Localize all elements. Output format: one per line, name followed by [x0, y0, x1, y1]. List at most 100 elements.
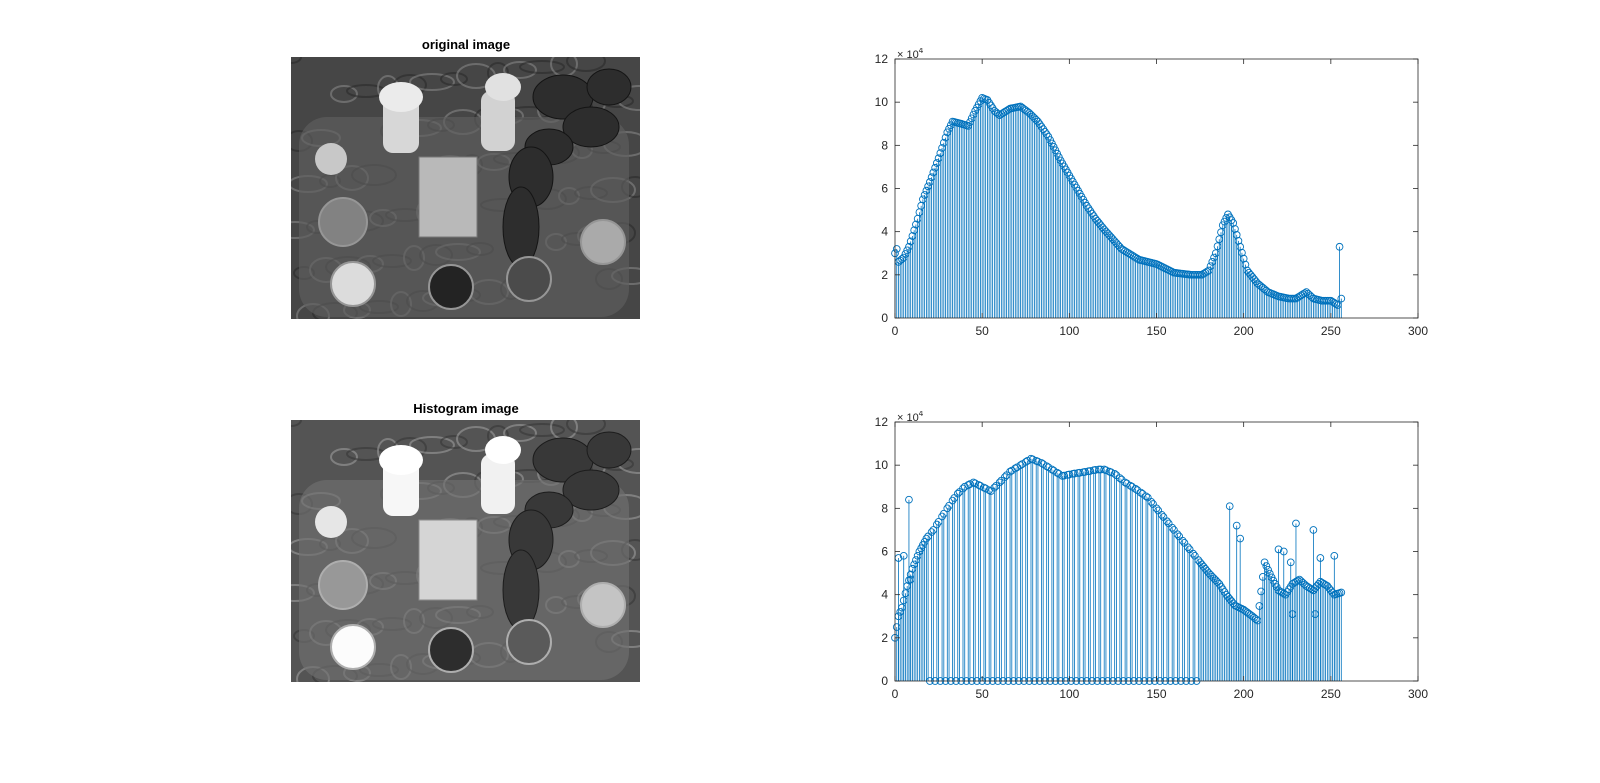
stem-marker	[1213, 242, 1222, 251]
stem-marker	[1274, 545, 1283, 554]
x-tick-label: 150	[1146, 687, 1166, 701]
stem-marker	[908, 232, 917, 240]
stem-marker	[920, 191, 929, 199]
stem-marker	[1316, 554, 1325, 562]
bowl	[330, 624, 376, 670]
stem-marker	[1220, 217, 1229, 226]
stem-marker	[934, 517, 943, 526]
x-tick-label: 100	[1059, 324, 1079, 338]
carpet-paisley	[519, 60, 565, 74]
stem-marker	[1232, 521, 1241, 530]
stem-marker	[1086, 207, 1095, 215]
stem-marker	[1166, 267, 1175, 275]
stem-marker	[1279, 547, 1288, 556]
stem-marker	[1203, 267, 1211, 276]
stem-marker	[931, 163, 939, 172]
stem-marker	[1255, 602, 1264, 610]
stem-marker	[953, 489, 962, 498]
stem-marker	[943, 504, 952, 513]
stem-marker	[1236, 534, 1245, 543]
stem-marker	[1225, 502, 1234, 511]
carpet-paisley	[409, 436, 455, 454]
stem-marker	[892, 623, 901, 631]
carpet-paisley	[519, 423, 565, 437]
bowl	[428, 627, 474, 673]
y-exponent-label: × 104	[897, 48, 924, 61]
stem-marker	[990, 483, 999, 492]
stem-marker	[1086, 467, 1095, 475]
apple	[315, 506, 347, 538]
stem-marker	[1229, 219, 1238, 227]
stem-marker	[1292, 519, 1300, 528]
stem-marker	[1337, 588, 1346, 597]
stem-marker	[969, 110, 978, 119]
carpet-paisley	[566, 420, 606, 435]
stem-marker	[1293, 576, 1302, 585]
panel-title-original: original image	[421, 37, 511, 52]
stem-marker	[912, 556, 920, 564]
x-tick-label: 200	[1234, 687, 1254, 701]
stem-marker	[1262, 562, 1271, 570]
stem-marker	[1288, 610, 1297, 618]
stem-marker	[1082, 201, 1091, 210]
y-exponent-label: × 104	[897, 411, 924, 424]
stem-marker	[1204, 266, 1213, 275]
stem-marker	[1028, 455, 1037, 464]
stem-marker	[1332, 300, 1340, 308]
stem-marker	[1065, 470, 1074, 479]
stem-marker	[1142, 492, 1150, 501]
y-tick-label: 4	[881, 225, 888, 239]
stem-lines	[894, 97, 1342, 318]
stem-marker	[906, 575, 915, 584]
stem-marker	[906, 570, 915, 579]
feather-left	[379, 82, 423, 112]
stem-marker	[898, 603, 906, 612]
panel-title-histogram: Histogram image	[413, 401, 519, 416]
stem-marker	[1258, 573, 1267, 581]
x-tick-label: 50	[975, 324, 989, 338]
stem-marker	[906, 237, 915, 246]
bowl	[506, 256, 552, 302]
stem-marker	[1215, 235, 1224, 244]
stem-marker	[922, 534, 931, 543]
stem-marker	[959, 484, 967, 493]
x-tick-label: 250	[1321, 324, 1341, 338]
stem-marker	[898, 255, 906, 263]
stem-marker	[1070, 469, 1079, 478]
stem-marker	[910, 226, 919, 235]
stem-marker	[939, 509, 948, 518]
stem-marker	[1232, 231, 1241, 239]
stem-marker	[1163, 517, 1171, 526]
stem-marker	[1231, 225, 1239, 233]
stem-lines	[894, 458, 1342, 681]
stem-marker	[1257, 587, 1265, 596]
plant-leaf	[562, 106, 620, 148]
stem-marker	[967, 114, 976, 123]
stem-marker	[899, 596, 908, 605]
stem-marker	[924, 182, 932, 191]
stem-marker	[1218, 221, 1227, 230]
stem-marker	[1000, 473, 1009, 481]
stem-marker	[1168, 523, 1177, 532]
stem-marker	[1091, 465, 1100, 474]
y-tick-label: 4	[881, 588, 888, 602]
stem-marker	[995, 478, 1004, 487]
stem-chart-equalized: 0 50 100 150 200 250 300 0 2 4 6 8 10 12 × 104	[875, 409, 1429, 701]
stem-chart-original: 0 50 100 150 200 250 300 0 2 4 6 8 10 12 × 104	[875, 46, 1429, 338]
y-tick-label: 2	[881, 268, 888, 282]
stem-marker	[1189, 549, 1197, 558]
stem-marker	[1241, 260, 1250, 269]
carpet-paisley	[503, 61, 537, 79]
stem-marker	[936, 149, 945, 157]
stem-marker	[1184, 543, 1192, 552]
y-tick-label: 12	[875, 415, 889, 429]
stem-marker	[1035, 120, 1044, 128]
histogram-plot-original: 0 50 100 150 200 250 300 0 2 4 6 8 10 12 × 104	[860, 46, 1460, 353]
equalized-image	[291, 420, 640, 682]
stem-marker	[1300, 289, 1309, 298]
feather-left	[379, 445, 423, 475]
bowl	[318, 560, 368, 610]
bowl	[506, 619, 552, 665]
stem-marker	[1260, 558, 1269, 567]
stem-marker	[1238, 248, 1246, 257]
